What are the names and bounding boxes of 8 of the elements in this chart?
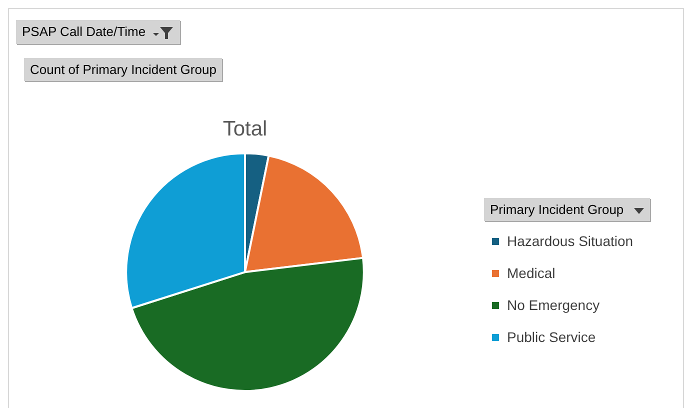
legend-label: Hazardous Situation [507,233,634,249]
legend-label: Medical [507,265,556,281]
text: PSAP Call Date/Time [22,24,146,39]
legend-label: Public Service [507,329,596,345]
legend-title: Primary Incident Group [490,202,624,217]
text: Count of Primary Incident Group [30,62,216,77]
chart-title: Total [222,117,268,140]
legend-label: No Emergency [507,297,600,313]
